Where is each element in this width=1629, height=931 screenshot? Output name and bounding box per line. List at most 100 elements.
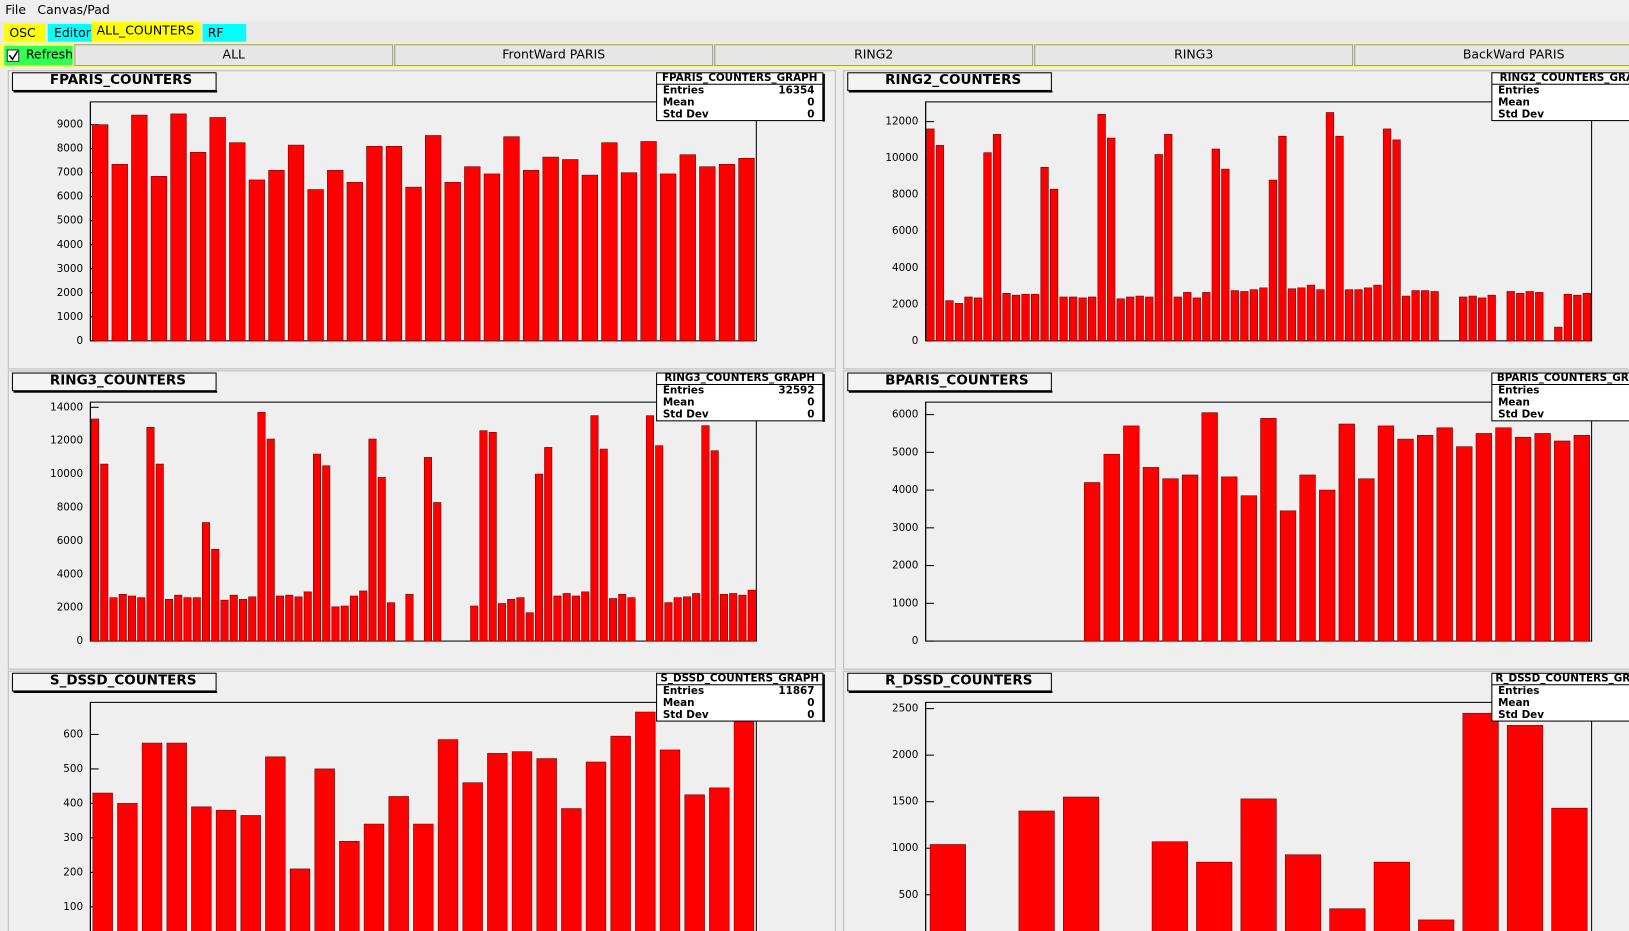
y-tick-label: 500 xyxy=(899,889,919,901)
bar xyxy=(1040,166,1049,342)
pad: 0 2000 4000 6000 8000 10000 12000 RING2_COUNTER… xyxy=(843,70,1629,370)
bar xyxy=(699,166,716,342)
bar xyxy=(109,597,118,642)
bar xyxy=(562,159,579,342)
tab-label[interactable]: OSC xyxy=(9,25,36,40)
bar xyxy=(1278,135,1287,342)
subtab-button[interactable] xyxy=(1034,44,1354,67)
stats-box xyxy=(656,672,824,722)
bar xyxy=(709,787,730,931)
tab-label[interactable]: RF xyxy=(208,25,224,40)
pad-title: BPARIS_COUNTERS xyxy=(885,372,1028,388)
bar xyxy=(1573,435,1590,642)
bar xyxy=(664,602,673,642)
bar xyxy=(462,782,483,931)
subtab-button[interactable] xyxy=(394,44,714,67)
bar xyxy=(117,803,138,931)
tab[interactable] xyxy=(4,23,46,42)
bar xyxy=(424,135,442,342)
tab-label[interactable]: Editor xyxy=(54,25,92,40)
y-tick-label: 9000 xyxy=(57,119,83,131)
y-tick-label: 4000 xyxy=(57,568,83,580)
bar xyxy=(137,597,146,642)
bar xyxy=(561,808,582,931)
refresh-toggle[interactable] xyxy=(4,45,73,66)
menu-item[interactable]: Canvas/Pad xyxy=(37,2,109,17)
bar xyxy=(437,739,459,931)
y-tick-label: 200 xyxy=(63,866,83,878)
y-tick-label: 0 xyxy=(912,635,919,647)
subtab-label[interactable]: FrontWard PARIS xyxy=(502,47,605,62)
bar xyxy=(166,742,187,931)
y-tick-label: 12000 xyxy=(50,435,83,447)
bar xyxy=(1373,861,1410,931)
subtab-button[interactable] xyxy=(714,44,1034,67)
bar xyxy=(164,599,174,642)
subtab-label[interactable]: ALL xyxy=(223,47,245,62)
tab[interactable] xyxy=(202,23,247,42)
tab-active[interactable] xyxy=(91,21,201,42)
bar xyxy=(229,142,246,342)
bar xyxy=(405,594,414,642)
y-tick-label: 2000 xyxy=(892,298,918,310)
subtab-label[interactable]: RING2 xyxy=(854,47,893,62)
bar xyxy=(1297,287,1306,342)
stats-title: RING2_COUNTERS_GRAPH xyxy=(1500,72,1629,84)
y-tick-label: 14000 xyxy=(50,401,83,413)
y-tick-label: 2000 xyxy=(892,560,918,572)
tab-label[interactable]: ALL_COUNTERS xyxy=(97,23,195,38)
bar xyxy=(327,170,344,342)
bar xyxy=(1411,290,1420,342)
menubar xyxy=(0,0,1629,21)
y-tick-label: 10000 xyxy=(885,152,918,164)
subtab-button[interactable] xyxy=(1354,44,1629,67)
bar xyxy=(405,186,422,342)
bar xyxy=(1456,446,1473,642)
stats-value: 0 xyxy=(807,108,814,120)
bar xyxy=(289,868,311,931)
menu-item[interactable]: File xyxy=(5,2,26,17)
bar xyxy=(1142,467,1160,642)
bar xyxy=(423,457,432,642)
bar xyxy=(413,823,434,931)
bar xyxy=(1468,295,1477,342)
bar xyxy=(1279,510,1297,642)
stats-title: BPARIS_COUNTERS_GRAPH xyxy=(1497,372,1629,384)
bar xyxy=(1240,798,1277,931)
bar xyxy=(1240,291,1249,342)
bar xyxy=(479,430,488,642)
bar xyxy=(1299,474,1316,642)
bar xyxy=(620,172,638,342)
bar xyxy=(640,141,657,342)
bar xyxy=(1103,453,1120,642)
bar xyxy=(1335,135,1344,342)
bar xyxy=(1495,427,1512,642)
bar xyxy=(1363,287,1373,342)
bar xyxy=(1392,139,1401,342)
bar xyxy=(229,594,238,642)
pad: 0 1000 2000 3000 4000 5000 6000 BPARIS_COUNTERS… xyxy=(843,370,1629,670)
subtab-label[interactable]: BackWard PARIS xyxy=(1463,47,1565,62)
bar xyxy=(553,595,562,642)
y-tick-label: 1000 xyxy=(57,311,83,323)
bar xyxy=(1240,495,1257,642)
subtab-button[interactable] xyxy=(74,44,394,67)
bar xyxy=(346,182,363,342)
stats-box xyxy=(1491,72,1629,122)
bar xyxy=(1397,438,1414,642)
y-tick-label: 6000 xyxy=(57,191,83,203)
subtab-label[interactable]: RING3 xyxy=(1174,47,1213,62)
tab[interactable] xyxy=(47,23,92,42)
stats-label: Entries xyxy=(663,685,704,697)
stats-box xyxy=(1491,372,1629,422)
bar xyxy=(368,438,377,642)
bar xyxy=(1430,291,1439,342)
checkbox[interactable] xyxy=(6,49,20,62)
bar xyxy=(483,173,501,342)
bar xyxy=(303,591,312,642)
bar xyxy=(1554,326,1563,342)
bar xyxy=(599,448,608,642)
bar xyxy=(146,427,155,642)
refresh-label[interactable]: Refresh xyxy=(26,47,73,62)
bar xyxy=(1316,289,1325,342)
